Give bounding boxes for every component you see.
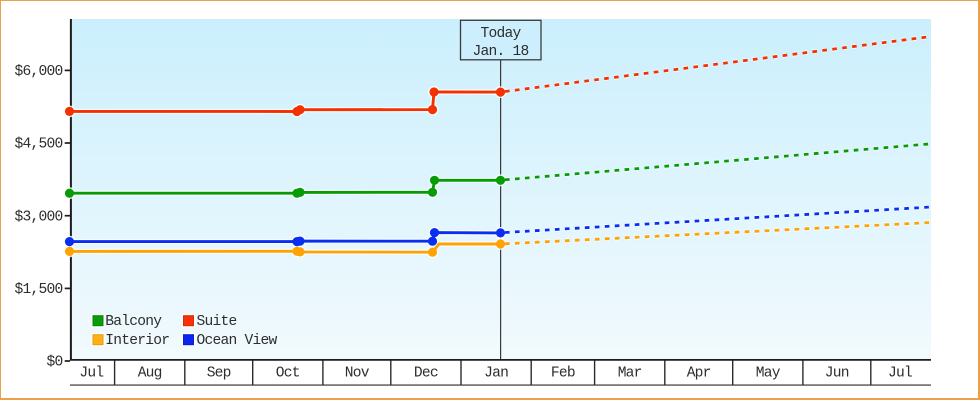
svg-text:Aug: Aug bbox=[138, 365, 162, 381]
svg-text:Jun: Jun bbox=[825, 365, 849, 381]
svg-text:May: May bbox=[756, 365, 781, 381]
svg-text:$0: $0 bbox=[47, 355, 63, 371]
svg-text:Balcony: Balcony bbox=[105, 314, 162, 330]
svg-text:Feb: Feb bbox=[551, 365, 575, 381]
svg-text:$4,500: $4,500 bbox=[15, 137, 63, 153]
svg-text:Ocean View: Ocean View bbox=[197, 333, 278, 349]
svg-text:Today: Today bbox=[481, 26, 522, 42]
svg-text:Jul: Jul bbox=[79, 365, 103, 381]
svg-text:Interior: Interior bbox=[105, 333, 169, 349]
svg-text:Nov: Nov bbox=[345, 365, 370, 381]
svg-text:$1,500: $1,500 bbox=[15, 282, 63, 298]
svg-text:Dec: Dec bbox=[414, 365, 438, 381]
svg-text:$3,000: $3,000 bbox=[15, 209, 63, 225]
svg-text:Jan. 18: Jan. 18 bbox=[473, 44, 529, 60]
svg-text:Mar: Mar bbox=[618, 365, 642, 381]
svg-text:Oct: Oct bbox=[276, 365, 300, 381]
svg-text:Suite: Suite bbox=[197, 314, 237, 330]
svg-text:$6,000: $6,000 bbox=[15, 64, 63, 80]
svg-text:Apr: Apr bbox=[687, 365, 711, 381]
svg-text:Jan: Jan bbox=[484, 365, 508, 381]
svg-text:Jul: Jul bbox=[888, 365, 912, 381]
svg-text:Sep: Sep bbox=[207, 365, 231, 381]
